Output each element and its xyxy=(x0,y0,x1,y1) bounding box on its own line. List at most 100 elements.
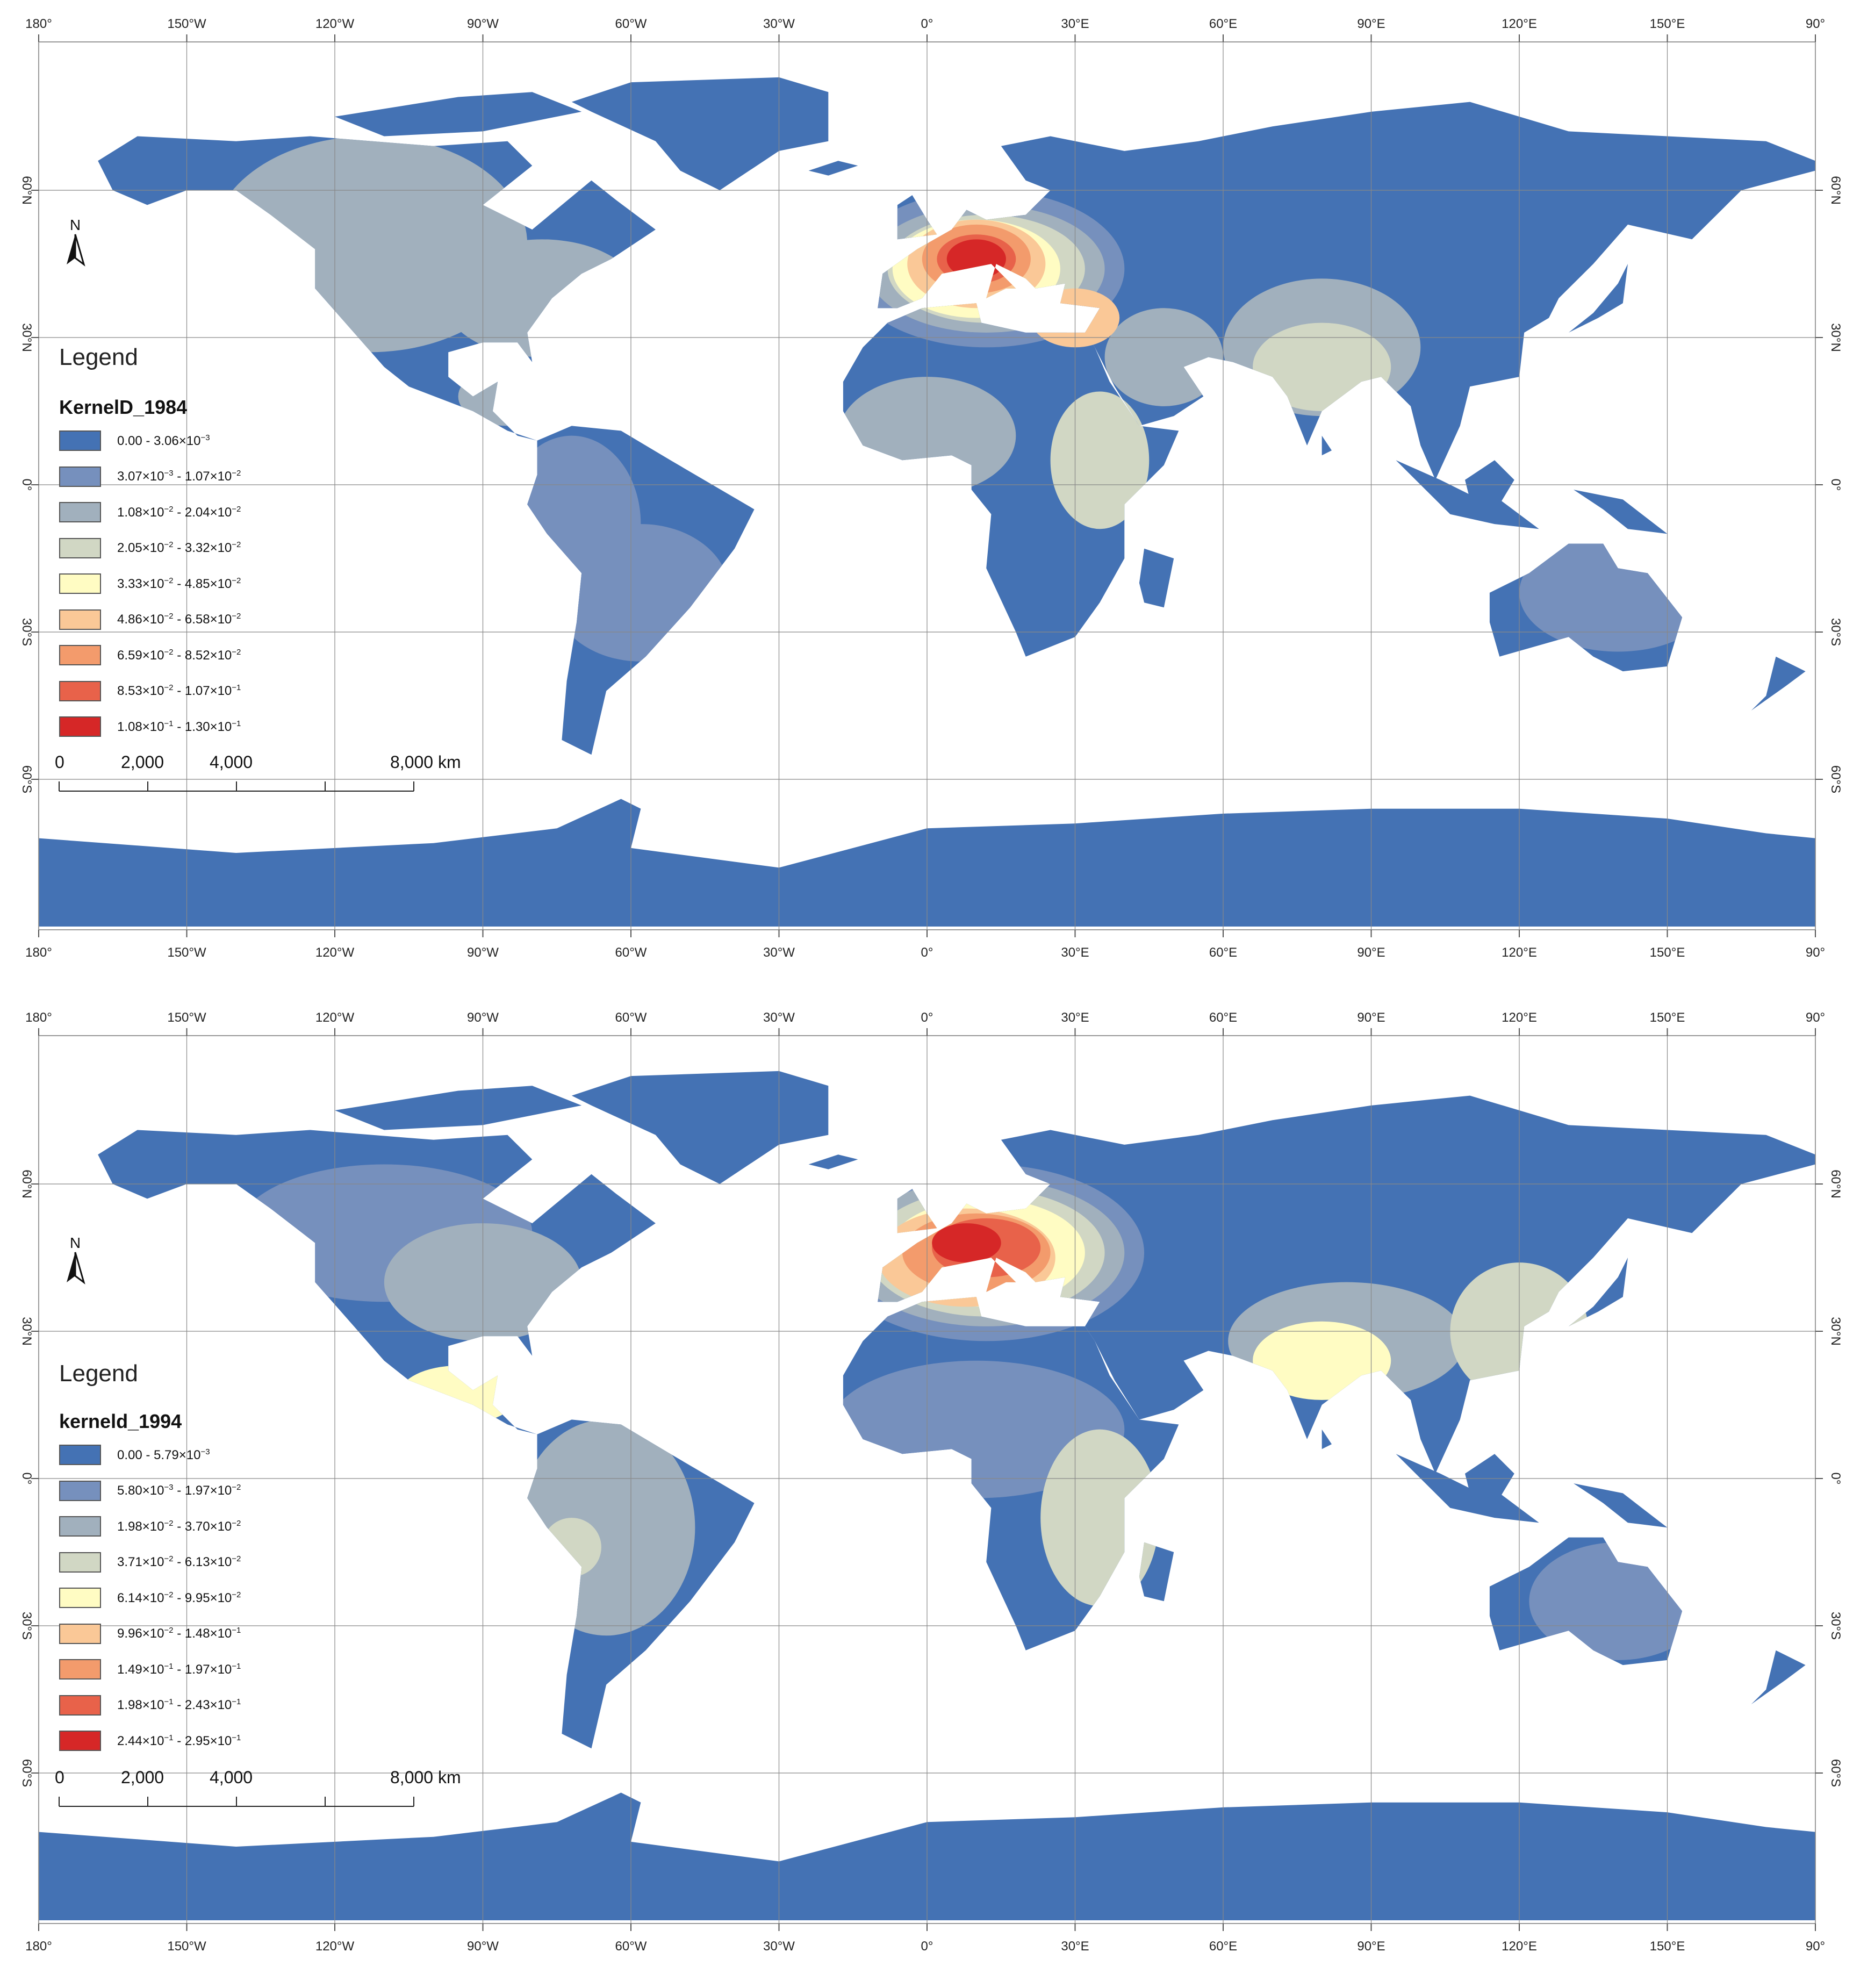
legend-swatch xyxy=(59,1695,101,1716)
lat-label-left: 60°S xyxy=(19,765,34,793)
graticule-grid xyxy=(31,1028,1823,1931)
legend-item: 1.08×10−1 - 1.30×10−1 xyxy=(59,716,241,737)
legend-item: 9.96×10−2 - 1.48×10−1 xyxy=(59,1623,241,1645)
lon-label-bottom: 120°W xyxy=(315,1939,355,1954)
density-zone xyxy=(542,1518,601,1577)
lon-label-top: 60°E xyxy=(1209,17,1237,31)
lon-label-bottom: 30°W xyxy=(763,1939,795,1954)
land-borneo xyxy=(1465,1454,1514,1498)
legend-swatch xyxy=(59,1623,101,1644)
scale-label: 8,000 km xyxy=(390,1768,461,1787)
lat-label-left: 0° xyxy=(19,1473,34,1485)
lat-label-left: 0° xyxy=(19,479,34,491)
lon-label-bottom: 60°E xyxy=(1209,945,1237,960)
legend-swatch xyxy=(59,1659,101,1680)
legend-range-label: 1.98×10−1 - 2.43×10−1 xyxy=(117,1697,241,1712)
lon-label-bottom: 90°W xyxy=(467,945,499,960)
land-greenland xyxy=(571,77,829,190)
legend-range-label: 1.08×10−1 - 1.30×10−1 xyxy=(117,719,241,734)
density-zone xyxy=(517,1419,695,1636)
density-zone xyxy=(458,367,557,426)
lat-label-right: 60°S xyxy=(1828,1759,1843,1787)
land-sriLanka xyxy=(1321,1429,1332,1449)
legend-range-label: 3.71×10−2 - 6.13×10−2 xyxy=(117,1554,241,1569)
legend-range-label: 4.86×10−2 - 6.58×10−2 xyxy=(117,612,241,627)
lat-label-right: 30°N xyxy=(1828,323,1843,352)
legend-range-label: 2.44×10−1 - 2.95×10−1 xyxy=(117,1733,241,1748)
lon-label-bottom: 60°W xyxy=(615,945,647,960)
legend-swatch xyxy=(59,1445,101,1465)
legend-item: 1.98×10−2 - 3.70×10−2 xyxy=(59,1516,241,1537)
lon-label-bottom: 120°E xyxy=(1502,945,1537,960)
lon-label-top: 150°E xyxy=(1650,1010,1685,1025)
scale-label: 2,000 xyxy=(121,1768,164,1787)
land-newZealand xyxy=(1751,1650,1806,1705)
density-zone xyxy=(1104,308,1223,406)
lon-label-top: 120°W xyxy=(315,1010,355,1025)
scale-label: 0 xyxy=(55,752,64,772)
density-zone xyxy=(399,1365,518,1425)
lat-label-right: 0° xyxy=(1828,1473,1843,1485)
land-arctic xyxy=(335,92,582,137)
scale-label: 4,000 xyxy=(210,1768,253,1787)
land-madagascar xyxy=(1139,548,1174,608)
lat-label-right: 30°N xyxy=(1828,1317,1843,1346)
lon-label-bottom: 120°W xyxy=(315,945,355,960)
legend-item: 1.08×10−2 - 2.04×10−2 xyxy=(59,501,241,523)
legend-item: 6.59×10−2 - 8.52×10−2 xyxy=(59,644,241,666)
legend-range-label: 8.53×10−2 - 1.07×10−1 xyxy=(117,683,241,698)
scale-label: 0 xyxy=(55,1768,64,1787)
lon-label-bottom: 90°E xyxy=(1357,1939,1385,1954)
scale-bar-graphic xyxy=(59,1797,414,1807)
legend-swatch xyxy=(59,680,101,701)
lon-label-top: 60°W xyxy=(615,17,647,31)
north-label: N xyxy=(70,217,81,233)
legend-item: 8.53×10−2 - 1.07×10−1 xyxy=(59,680,241,702)
legend-item: 3.33×10−2 - 4.85×10−2 xyxy=(59,573,241,594)
lon-label-top: 90°W xyxy=(467,17,499,31)
legend-swatch xyxy=(59,1588,101,1608)
legend-swatch xyxy=(59,1552,101,1573)
land-newGuinea xyxy=(1574,1483,1668,1528)
density-zone xyxy=(1040,1429,1159,1606)
lon-label-bottom: 180° xyxy=(25,945,52,960)
lat-label-right: 60°N xyxy=(1828,176,1843,205)
land-iceland xyxy=(808,161,858,176)
scale-label: 8,000 km xyxy=(390,752,461,772)
lon-label-bottom: 0° xyxy=(921,945,933,960)
legend-range-label: 3.33×10−2 - 4.85×10−2 xyxy=(117,576,241,591)
legend-range-label: 1.98×10−2 - 3.70×10−2 xyxy=(117,1518,241,1534)
map-1984-canvas: 180° 180° 150°W 150°W 120°W 120°W 90°W 90°W 60°W… xyxy=(19,17,1843,960)
density-zone xyxy=(1050,391,1150,529)
legend-item: 1.49×10−1 - 1.97×10−1 xyxy=(59,1659,241,1680)
lon-label-top: 60°E xyxy=(1209,1010,1237,1025)
lat-label-right: 60°S xyxy=(1828,765,1843,793)
land-newGuinea xyxy=(1574,490,1668,534)
lon-label-top: 180° xyxy=(25,1010,52,1025)
legend-layer-name: kerneld_1994 xyxy=(59,1410,182,1432)
lon-label-bottom: 30°W xyxy=(763,945,795,960)
legend-range-label: 0.00 - 3.06×10−3 xyxy=(117,433,210,448)
legend-swatch xyxy=(59,1731,101,1751)
lon-label-top: 150°E xyxy=(1650,17,1685,31)
legend-range-label: 0.00 - 5.79×10−3 xyxy=(117,1447,210,1462)
lon-label-top: 0° xyxy=(921,1010,933,1025)
density-zone xyxy=(932,1223,1001,1263)
lon-label-bottom: 90°E xyxy=(1357,945,1385,960)
lon-label-top: 90° xyxy=(1806,17,1825,31)
density-zone xyxy=(1529,1542,1707,1660)
lon-label-bottom: 30°E xyxy=(1061,945,1089,960)
lon-label-top: 120°E xyxy=(1502,1010,1537,1025)
density-zone xyxy=(1253,322,1391,411)
legend-item: 3.07×10−3 - 1.07×10−2 xyxy=(59,466,241,487)
legend-range-label: 3.07×10−3 - 1.07×10−2 xyxy=(117,469,241,484)
lat-label-left: 30°S xyxy=(19,1612,34,1640)
lat-label-right: 30°S xyxy=(1828,618,1843,646)
lon-label-top: 120°E xyxy=(1502,17,1537,31)
lon-label-bottom: 180° xyxy=(25,1939,52,1954)
lat-label-left: 30°S xyxy=(19,618,34,646)
lon-label-bottom: 150°E xyxy=(1650,945,1685,960)
density-zone xyxy=(1253,1321,1391,1400)
scale-label: 2,000 xyxy=(121,752,164,772)
lon-label-bottom: 60°W xyxy=(615,1939,647,1954)
